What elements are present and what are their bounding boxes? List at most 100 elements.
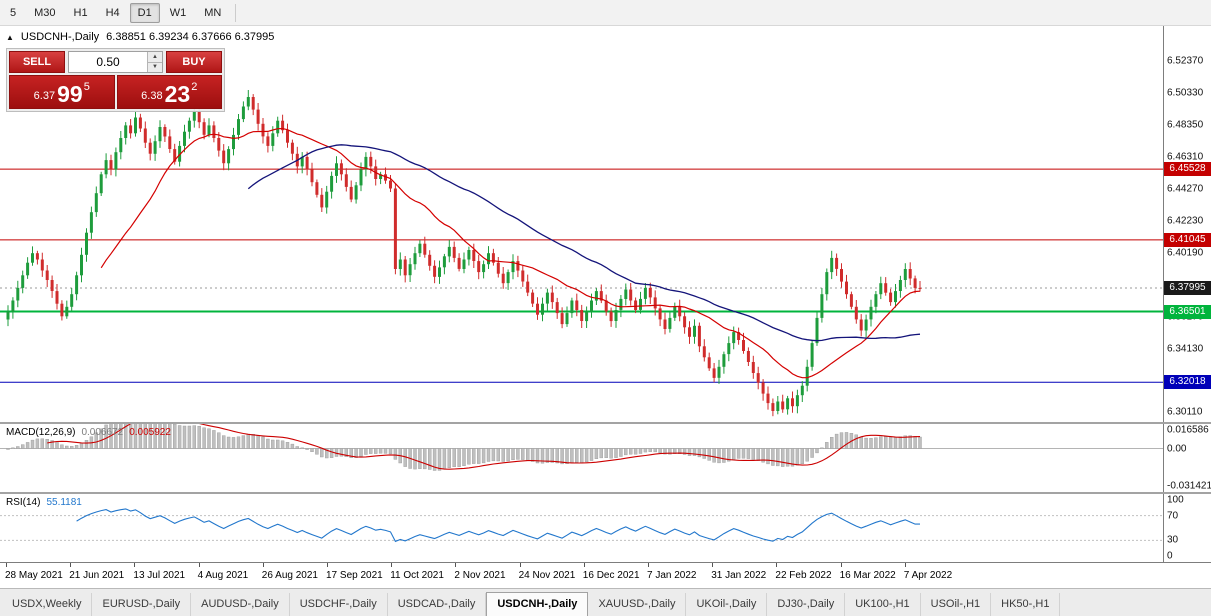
rsi-axis[interactable]: 100 70 30 0 (1163, 494, 1211, 562)
time-label: 21 Jun 2021 (69, 570, 125, 581)
chart-tab-usdchf-daily[interactable]: USDCHF-,Daily (290, 593, 388, 616)
rsi-tick: 30 (1167, 534, 1179, 546)
rsi-canvas[interactable] (0, 494, 1163, 562)
price-tick: 6.30110 (1167, 406, 1203, 418)
price-badge-6.37995: 6.37995 (1164, 280, 1211, 295)
timeframe-toolbar: 5 M30 H1 H4 D1 W1 MN (0, 0, 1211, 26)
lot-size-input[interactable]: 0.50 (96, 55, 120, 69)
time-tick (198, 563, 200, 567)
time-axis[interactable]: 28 May 2021 21 Jun 2021 13 Jul 2021 4 Aug 2… (0, 562, 1211, 588)
price-tick: 6.34130 (1167, 343, 1204, 355)
sell-price-prefix: 6.37 (33, 90, 56, 102)
panel-splitter[interactable] (0, 422, 1211, 424)
time-label: 28 May 2021 (5, 570, 63, 581)
toolbar-separator (235, 3, 237, 22)
time-tick (262, 563, 264, 567)
time-label: 11 Oct 2021 (390, 570, 444, 581)
chart-tab-usdx-weekly[interactable]: USDX,Weekly (2, 593, 93, 616)
time-label: 4 Aug 2021 (197, 570, 249, 581)
timeframe-button-w1[interactable]: W1 (169, 6, 187, 19)
rsi-line (76, 508, 920, 543)
rsi-name: RSI(14) (6, 497, 41, 508)
macd-panel: MACD(12,26,9) 0.006672 0.005922 0.016586… (0, 424, 1211, 492)
chart-tab-uk100-h1[interactable]: UK100-,H1 (845, 593, 921, 616)
chart-tab-audusd-daily[interactable]: AUDUSD-,Daily (191, 593, 290, 616)
price-badge-6.36501: 6.36501 (1164, 304, 1211, 319)
time-tick (134, 563, 136, 567)
chart-title: ▲ USDCNH-,Daily 6.38851 6.39234 6.37666 … (6, 31, 274, 43)
timeframe-button-d1[interactable]: D1 (129, 2, 160, 23)
collapse-arrow-icon[interactable]: ▲ (6, 32, 14, 42)
time-tick (776, 563, 778, 567)
timeframe-button-h4[interactable]: H4 (105, 6, 120, 19)
rsi-plot: RSI(14) 55.1181 (0, 494, 1163, 562)
buy-price-prefix: 6.38 (141, 90, 163, 102)
lot-decrease-button[interactable]: ▼ (148, 61, 162, 72)
chart-tab-hk50-h1[interactable]: HK50-,H1 (991, 593, 1061, 616)
chart-tab-usdcad-daily[interactable]: USDCAD-,Daily (388, 593, 487, 616)
time-tick (648, 563, 649, 567)
ma-fast-line (100, 127, 921, 379)
time-label: 26 Aug 2021 (261, 570, 318, 581)
macd-axis[interactable]: 0.016586 0.00 -0.031421 (1163, 424, 1211, 492)
time-label: 7 Apr 2022 (903, 570, 953, 581)
buy-button[interactable]: BUY (166, 51, 222, 73)
chart-ohlc-values: 6.38851 6.39234 6.37666 6.37995 (106, 31, 275, 43)
time-label: 16 Mar 2022 (839, 570, 896, 581)
time-tick (327, 563, 328, 567)
panel-splitter-2[interactable] (0, 492, 1211, 494)
rsi-value: 55.1181 (46, 497, 82, 508)
macd-main-value: 0.006672 (81, 427, 124, 438)
chart-tab-bar: USDX,Weekly EURUSD-,Daily AUDUSD-,Daily USD… (0, 588, 1211, 616)
price-tick: 6.50330 (1167, 87, 1204, 99)
time-tick (70, 563, 72, 567)
macd-canvas[interactable] (0, 424, 1163, 492)
price-badge-6.41045: 6.41045 (1164, 232, 1211, 247)
lot-increase-button[interactable]: ▲ (148, 52, 162, 62)
time-tick (904, 563, 906, 567)
timeframe-button-m30[interactable]: M30 (34, 6, 56, 19)
sell-price-button[interactable]: 6.37 99 5 (9, 75, 115, 109)
chart-tab-ukoil-daily[interactable]: UKOil-,Daily (686, 593, 768, 616)
chart-tab-dj30-daily[interactable]: DJ30-,Daily (767, 593, 846, 616)
price-axis[interactable]: 6.52370 6.50330 6.48350 6.46310 6.44270 6.422… (1163, 26, 1211, 422)
time-label: 16 Dec 2021 (582, 570, 640, 581)
ma-slow-line (247, 144, 921, 342)
buy-price-button[interactable]: 6.38 23 2 (116, 75, 222, 109)
macd-tick: 0.00 (1167, 443, 1187, 454)
time-label: 13 Jul 2021 (133, 570, 186, 581)
timeframe-button-5[interactable]: 5 (10, 6, 17, 19)
macd-tick: 0.016586 (1167, 424, 1209, 436)
price-tick: 6.52370 (1167, 55, 1204, 67)
time-label: 31 Jan 2022 (711, 570, 767, 581)
lot-size-box: 0.50 ▲ ▼ (68, 51, 163, 73)
price-tick: 6.48350 (1167, 119, 1204, 131)
sell-button[interactable]: SELL (9, 51, 65, 73)
timeframe-button-mn[interactable]: MN (204, 6, 222, 19)
macd-signal-value: 0.005922 (129, 427, 171, 438)
time-label: 17 Sep 2021 (326, 570, 383, 581)
price-chart-canvas[interactable] (0, 26, 1163, 422)
chart-tab-eurusd-daily[interactable]: EURUSD-,Daily (92, 593, 192, 616)
macd-name: MACD(12,26,9) (6, 427, 76, 438)
one-click-trading-panel: SELL 0.50 ▲ ▼ BUY 6.37 99 5 6.38 (6, 48, 225, 112)
price-tick: 6.46310 (1167, 151, 1204, 163)
macd-histogram (6, 424, 922, 471)
main-chart-panel: ▲ USDCNH-,Daily 6.38851 6.39234 6.37666 … (0, 26, 1211, 422)
chart-tab-usdcnh-daily[interactable]: USDCNH-,Daily (486, 592, 589, 616)
timeframe-button-h1[interactable]: H1 (73, 6, 88, 19)
rsi-tick: 100 (1167, 494, 1184, 506)
price-tick: 6.42230 (1167, 215, 1204, 227)
time-tick (391, 563, 393, 567)
price-tick: 6.44270 (1167, 183, 1204, 195)
macd-tick: -0.031421 (1167, 480, 1211, 492)
price-tick: 6.40190 (1167, 247, 1204, 259)
chart-tab-usoil-h1[interactable]: USOil-,H1 (921, 593, 992, 616)
time-tick (6, 563, 7, 567)
time-tick (455, 563, 457, 567)
buy-price-big: 23 (164, 81, 191, 108)
buy-price-sup: 2 (191, 81, 198, 93)
time-label: 24 Nov 2021 (518, 570, 576, 581)
chart-tab-xauusd-daily[interactable]: XAUUSD-,Daily (588, 593, 687, 616)
price-badge-6.32018: 6.32018 (1164, 375, 1211, 390)
